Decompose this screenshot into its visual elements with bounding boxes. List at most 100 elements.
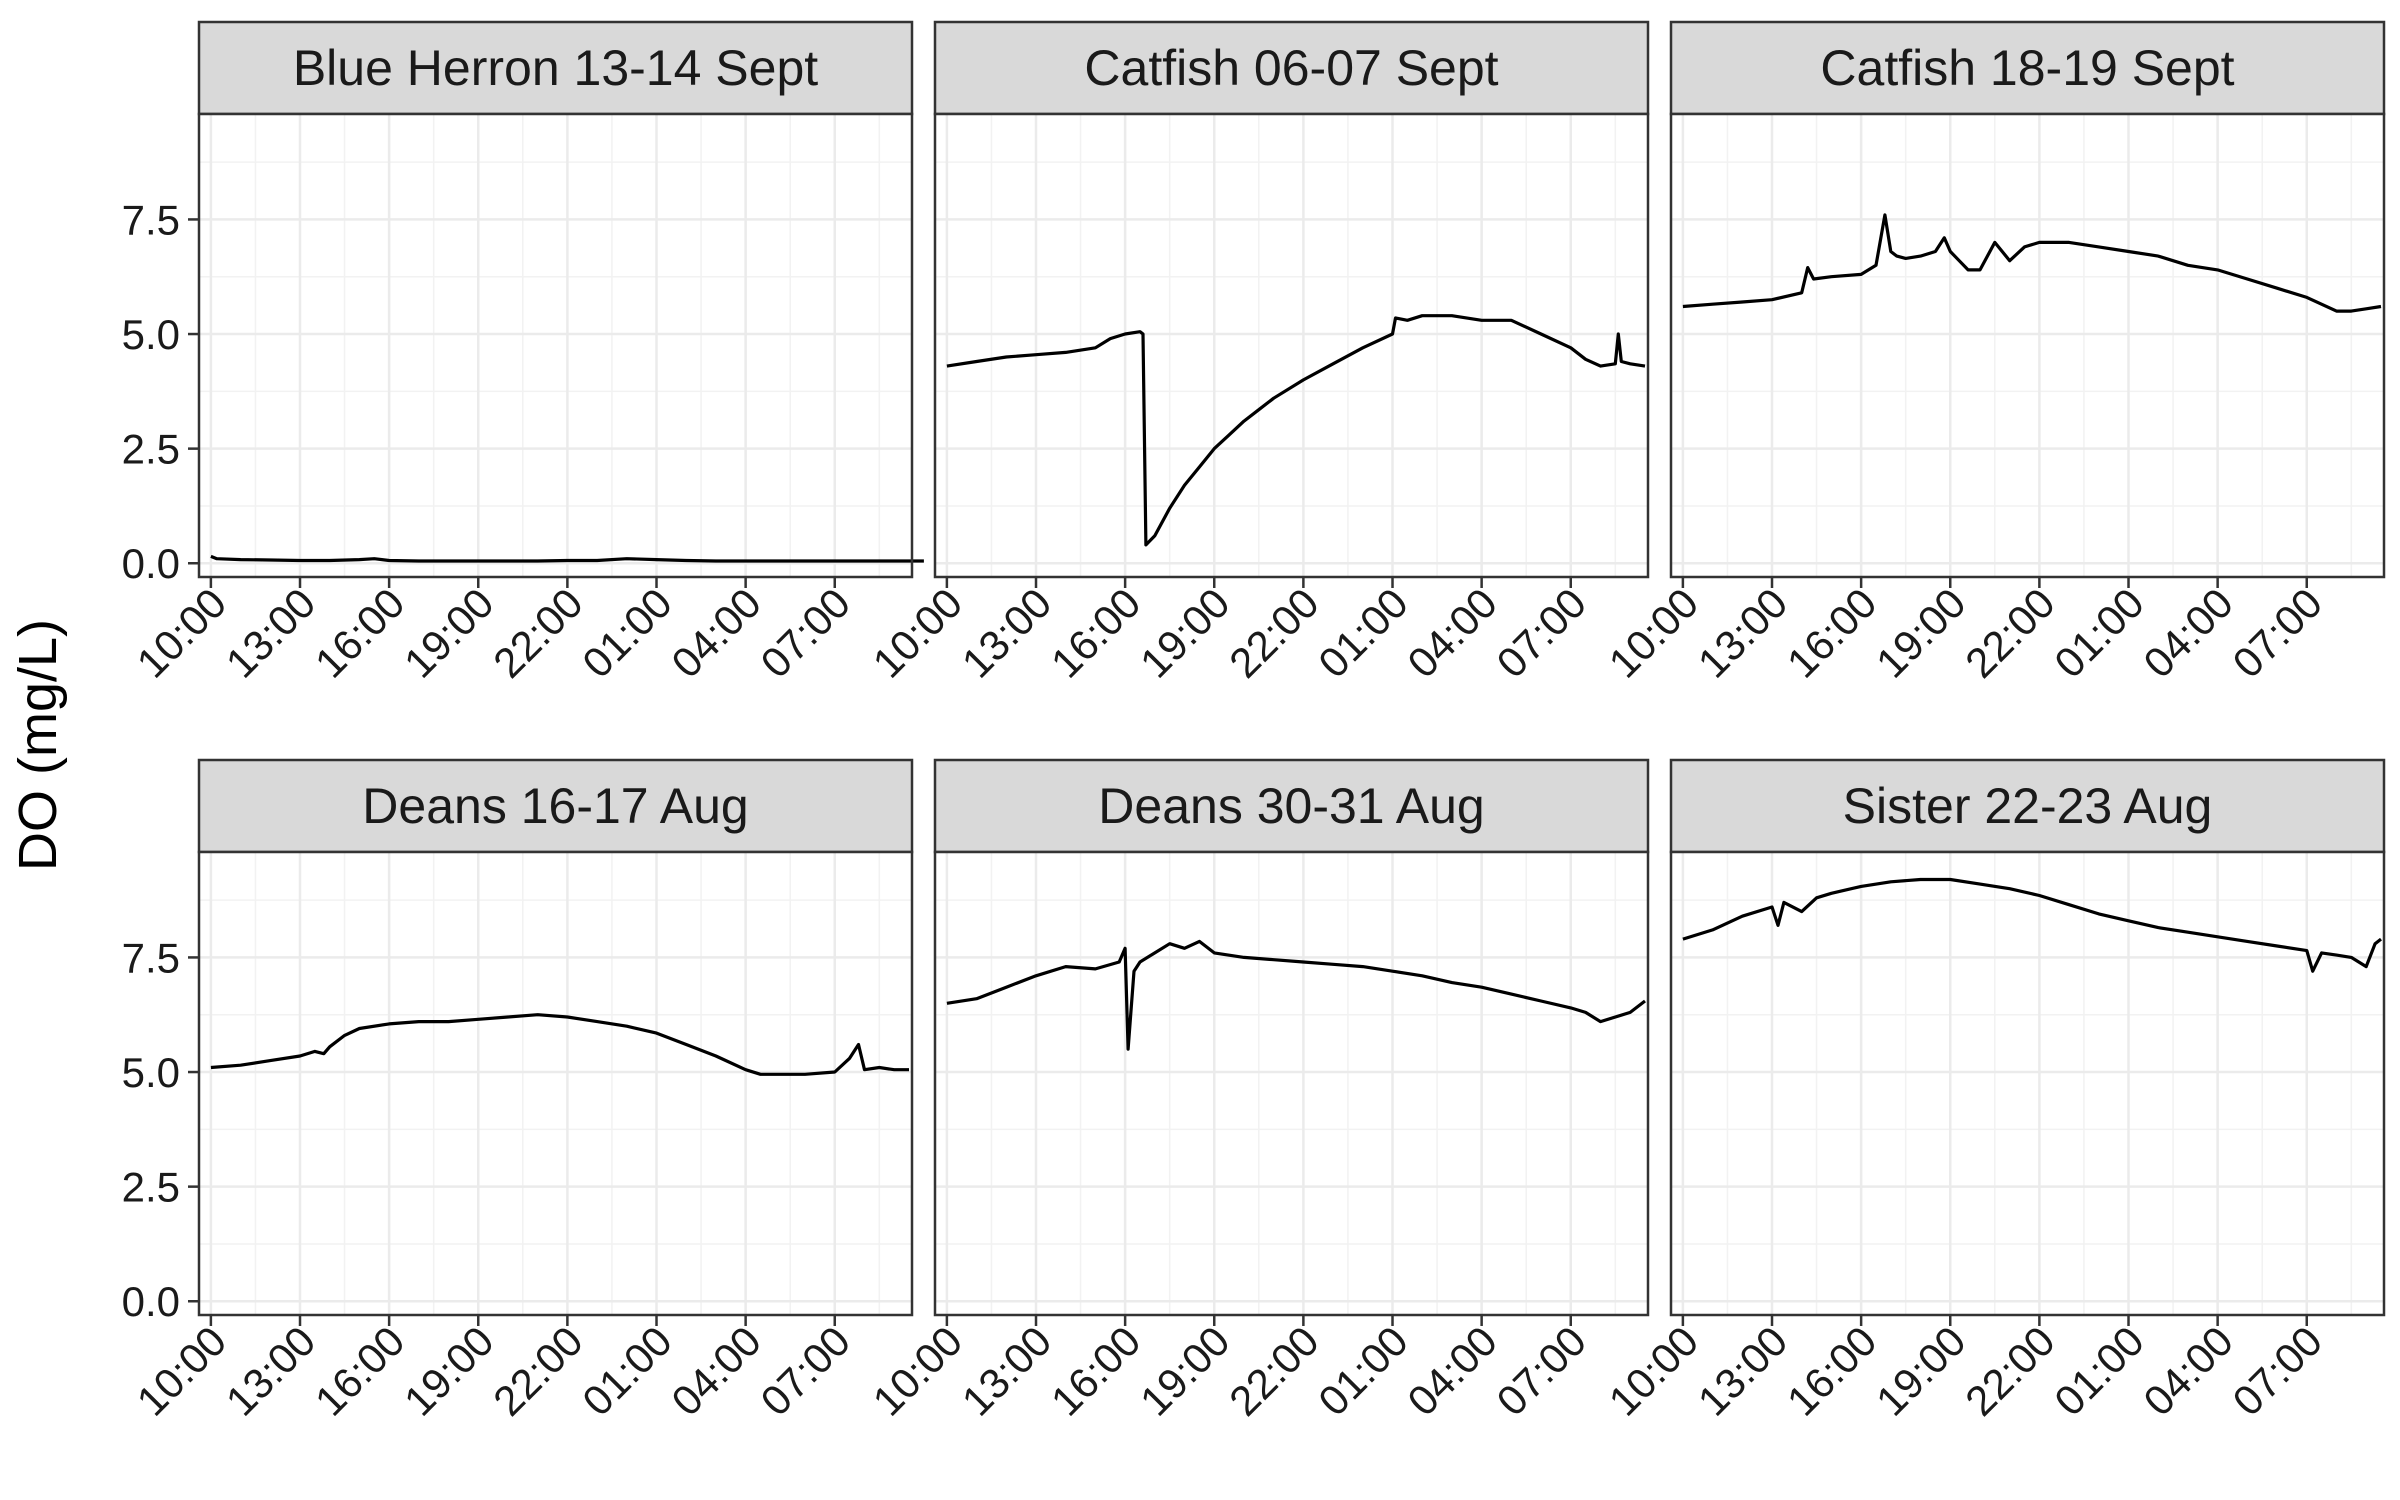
x-tick-label: 19:00 bbox=[1867, 579, 1975, 687]
major-grid bbox=[935, 852, 1648, 1315]
x-tick-label: 10:00 bbox=[864, 579, 972, 687]
x-tick-label: 01:00 bbox=[1309, 579, 1417, 687]
series-line bbox=[210, 554, 924, 563]
x-tick-label: 07:00 bbox=[1488, 1317, 1596, 1425]
x-tick-label: 13:00 bbox=[217, 579, 325, 687]
y-tick-label: 2.5 bbox=[122, 426, 180, 473]
x-tick-label: 04:00 bbox=[1398, 579, 1506, 687]
panel: Catfish 06-07 Sept 10:0013:0016:0019:0022… bbox=[864, 20, 1650, 687]
x-tick-label: 16:00 bbox=[306, 1317, 414, 1425]
y-tick-label: 5.0 bbox=[122, 1049, 180, 1096]
panel-border bbox=[197, 112, 914, 579]
panel: Blue Herron 13-14 Sept0.02.55.07.510:001… bbox=[122, 20, 924, 687]
plot-background bbox=[935, 852, 1648, 1315]
x-tick-label: 19:00 bbox=[1131, 579, 1239, 687]
minor-grid bbox=[199, 114, 912, 577]
x-tick-label: 22:00 bbox=[484, 1317, 592, 1425]
x-tick-label: 10:00 bbox=[1600, 1317, 1708, 1425]
series-line bbox=[1682, 213, 2382, 313]
x-tick-label: 01:00 bbox=[2045, 579, 2153, 687]
major-grid bbox=[199, 852, 912, 1315]
x-tick-label: 01:00 bbox=[1309, 1317, 1417, 1425]
x-tick-label: 22:00 bbox=[1220, 1317, 1328, 1425]
minor-grid bbox=[1671, 852, 2384, 1315]
x-tick-label: 16:00 bbox=[1778, 1317, 1886, 1425]
panel-title: Deans 16-17 Aug bbox=[362, 778, 748, 834]
x-tick-label: 19:00 bbox=[1131, 1317, 1239, 1425]
x-tick-label: 07:00 bbox=[2224, 579, 2332, 687]
panel-title: Deans 30-31 Aug bbox=[1098, 778, 1484, 834]
panel-title: Catfish 18-19 Sept bbox=[1820, 40, 2234, 96]
x-tick-label: 22:00 bbox=[1956, 579, 2064, 687]
x-tick-label: 04:00 bbox=[662, 1317, 770, 1425]
y-tick-label: 0.0 bbox=[122, 1278, 180, 1325]
x-tick-label: 16:00 bbox=[1778, 579, 1886, 687]
x-tick-label: 16:00 bbox=[1042, 579, 1150, 687]
y-tick-label: 2.5 bbox=[122, 1164, 180, 1211]
x-tick-label: 01:00 bbox=[2045, 1317, 2153, 1425]
x-tick-label: 19:00 bbox=[1867, 1317, 1975, 1425]
x-tick-label: 16:00 bbox=[306, 579, 414, 687]
panel-border bbox=[197, 850, 914, 1317]
plot-background bbox=[1671, 114, 2384, 577]
y-axis-title: DO (mg/L) bbox=[8, 619, 68, 871]
x-tick-label: 19:00 bbox=[395, 579, 503, 687]
major-grid bbox=[935, 114, 1648, 577]
panel-title: Sister 22-23 Aug bbox=[1843, 778, 2213, 834]
x-tick-label: 04:00 bbox=[2134, 1317, 2242, 1425]
x-tick-label: 07:00 bbox=[2224, 1317, 2332, 1425]
panel-strip bbox=[1669, 758, 2386, 854]
panel-border bbox=[933, 112, 1650, 579]
panel-strip bbox=[197, 20, 914, 116]
x-tick-label: 13:00 bbox=[953, 1317, 1061, 1425]
panel-strip bbox=[933, 758, 1650, 854]
y-tick-label: 7.5 bbox=[122, 934, 180, 981]
x-tick-label: 13:00 bbox=[1689, 579, 1797, 687]
minor-grid bbox=[935, 114, 1648, 577]
y-tick-label: 5.0 bbox=[122, 311, 180, 358]
y-tick-label: 0.0 bbox=[122, 540, 180, 587]
panel-title: Blue Herron 13-14 Sept bbox=[293, 40, 818, 96]
x-tick-label: 04:00 bbox=[662, 579, 770, 687]
panel-strip bbox=[197, 758, 914, 854]
series-line bbox=[210, 1013, 909, 1076]
panel-title: Catfish 06-07 Sept bbox=[1084, 40, 1498, 96]
series-line bbox=[1682, 877, 2382, 973]
series-line bbox=[946, 939, 1646, 1051]
x-tick-label: 13:00 bbox=[953, 579, 1061, 687]
x-tick-label: 10:00 bbox=[864, 1317, 972, 1425]
panel-border bbox=[1669, 850, 2386, 1317]
x-tick-label: 04:00 bbox=[1398, 1317, 1506, 1425]
x-tick-label: 22:00 bbox=[1956, 1317, 2064, 1425]
x-tick-label: 13:00 bbox=[1689, 1317, 1797, 1425]
panel: Catfish 18-19 Sept 10:0013:0016:0019:0022… bbox=[1600, 20, 2386, 687]
panel-strip bbox=[1669, 20, 2386, 116]
x-tick-label: 13:00 bbox=[217, 1317, 325, 1425]
x-tick-label: 01:00 bbox=[573, 579, 681, 687]
series-line bbox=[946, 314, 1646, 547]
x-tick-label: 01:00 bbox=[573, 1317, 681, 1425]
x-tick-label: 07:00 bbox=[752, 579, 860, 687]
x-tick-label: 04:00 bbox=[2134, 579, 2242, 687]
x-tick-label: 10:00 bbox=[1600, 579, 1708, 687]
x-tick-label: 07:00 bbox=[752, 1317, 860, 1425]
panel-border bbox=[933, 850, 1650, 1317]
plot-background bbox=[1671, 852, 2384, 1315]
x-tick-label: 22:00 bbox=[1220, 579, 1328, 687]
minor-grid bbox=[935, 852, 1648, 1315]
x-tick-label: 16:00 bbox=[1042, 1317, 1150, 1425]
panel: Deans 16-17 Aug 0.0 2.5 5.0 7.5 10:0013:0016:… bbox=[122, 758, 914, 1425]
x-tick-label: 19:00 bbox=[395, 1317, 503, 1425]
x-tick-label: 22:00 bbox=[484, 579, 592, 687]
panel: Deans 30-31 Aug 10:0013:0016:0019:0022:00… bbox=[864, 758, 1650, 1425]
major-grid bbox=[1671, 114, 2384, 577]
major-grid bbox=[199, 114, 912, 577]
minor-grid bbox=[1671, 114, 2384, 577]
panel: Sister 22-23 Aug 10:0013:0016:0019:0022:0… bbox=[1600, 758, 2386, 1425]
major-grid bbox=[1671, 852, 2384, 1315]
plot-background bbox=[199, 852, 912, 1315]
plot-background bbox=[935, 114, 1648, 577]
panel-border bbox=[1669, 112, 2386, 579]
panels: Blue Herron 13-14 Sept0.02.55.07.510:001… bbox=[122, 20, 2386, 1425]
